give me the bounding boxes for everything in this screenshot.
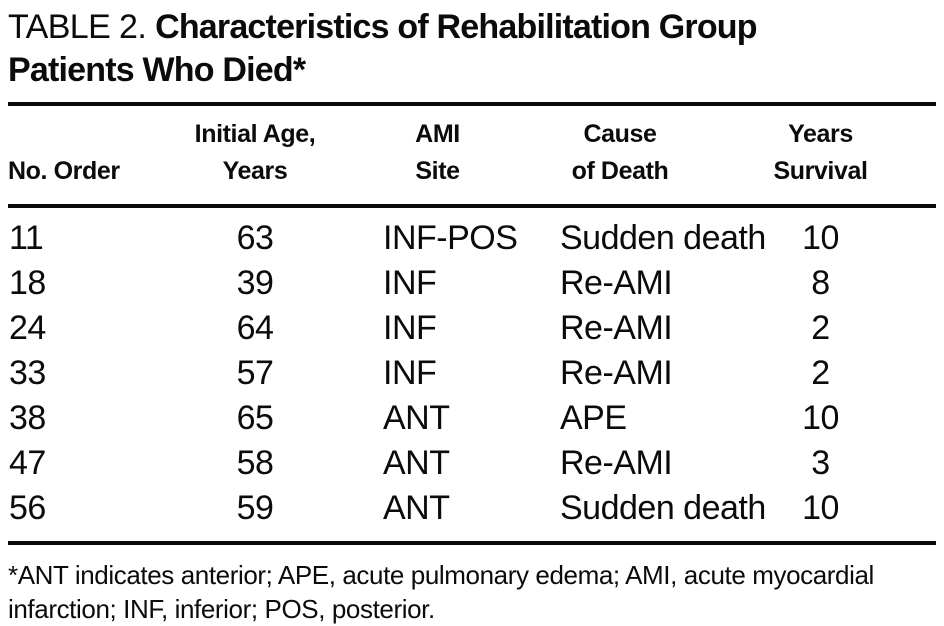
header-cause-line1: Cause [583, 120, 657, 148]
table-row: 18 39 INF Re-AMI 8 [8, 261, 936, 306]
header-ami-site: AMI Site [340, 104, 535, 208]
table-title-text-line2: Patients Who Died* [8, 51, 306, 89]
cell-ami_site: ANT [383, 444, 450, 482]
cell-years_survival: 3 [811, 444, 830, 482]
cell-initial_age: 63 [236, 219, 274, 257]
cell-ami_site: INF [383, 354, 437, 392]
cell-initial_age: 57 [236, 354, 274, 392]
header-survival-line2: Survival [773, 157, 868, 185]
header-ami-site-line1: AMI [415, 120, 460, 148]
table-number-label: TABLE 2. [8, 8, 147, 46]
cell-no_order: 18 [9, 264, 46, 302]
cell-years_survival: 2 [811, 309, 830, 347]
cell-no_order: 56 [9, 489, 46, 527]
cell-years_survival: 10 [802, 399, 839, 437]
cell-no_order: 38 [9, 399, 46, 437]
cell-initial_age: 58 [236, 444, 274, 482]
table-header: No. Order Initial Age, Years AMI Site Ca… [8, 104, 936, 208]
table-row: 11 63 INF-POS Sudden death 10 [8, 206, 936, 261]
cell-no_order: 33 [9, 354, 46, 392]
cell-cause_of_death: Re-AMI [560, 309, 673, 347]
cell-ami_site: ANT [383, 399, 450, 437]
header-initial-age: Initial Age, Years [170, 104, 340, 208]
table-title-line1: TABLE 2. Characteristics of Rehabilitati… [8, 6, 936, 49]
header-no-order: No. Order [8, 104, 170, 208]
table-row: 47 58 ANT Re-AMI 3 [8, 441, 936, 486]
header-cause-of-death: Cause of Death [535, 104, 705, 208]
cell-cause_of_death: Re-AMI [560, 354, 673, 392]
header-cause-line2: of Death [571, 157, 669, 185]
cell-years_survival: 2 [811, 354, 830, 392]
table-row: 24 64 INF Re-AMI 2 [8, 306, 936, 351]
cell-no_order: 47 [9, 444, 46, 482]
cell-years_survival: 10 [802, 219, 839, 257]
table-row: 56 59 ANT Sudden death 10 [8, 486, 936, 543]
cell-cause_of_death: Sudden death [560, 219, 766, 257]
header-ami-site-line2: Site [415, 157, 460, 185]
cell-initial_age: 64 [236, 309, 274, 347]
table-body: 11 63 INF-POS Sudden death 10 18 39 INF Re-AMI 8 2… [8, 206, 936, 543]
header-initial-age-line1: Initial Age, [194, 120, 316, 148]
footnote-line2: infarction; INF, inferior; POS, posterio… [8, 594, 435, 624]
cell-ami_site: INF [383, 264, 437, 302]
cell-no_order: 24 [9, 309, 46, 347]
cell-ami_site: INF [383, 309, 437, 347]
header-years-survival: Years Survival [705, 104, 936, 208]
cell-years_survival: 10 [802, 489, 839, 527]
cell-cause_of_death: Sudden death [560, 489, 766, 527]
data-table: No. Order Initial Age, Years AMI Site Ca… [8, 102, 936, 545]
header-survival-line1: Years [788, 120, 853, 148]
table-footnote: *ANT indicates anterior; APE, acute pulm… [8, 558, 936, 626]
cell-initial_age: 65 [236, 399, 274, 437]
table-row: 33 57 INF Re-AMI 2 [8, 351, 936, 396]
cell-cause_of_death: APE [560, 399, 627, 437]
table-title: TABLE 2. Characteristics of Rehabilitati… [8, 6, 936, 92]
table-row: 38 65 ANT APE 10 [8, 396, 936, 441]
header-row: No. Order Initial Age, Years AMI Site Ca… [8, 104, 936, 208]
cell-ami_site: ANT [383, 489, 450, 527]
cell-ami_site: INF-POS [383, 219, 518, 257]
cell-cause_of_death: Re-AMI [560, 264, 673, 302]
header-initial-age-line2: Years [222, 157, 288, 185]
cell-cause_of_death: Re-AMI [560, 444, 673, 482]
cell-initial_age: 59 [236, 489, 274, 527]
cell-no_order: 11 [9, 219, 44, 257]
header-no-order-label: No. Order [8, 157, 120, 185]
table-title-text-line1: Characteristics of Rehabilitation Group [155, 8, 757, 46]
cell-years_survival: 8 [811, 264, 830, 302]
cell-initial_age: 39 [236, 264, 274, 302]
footnote-line1: *ANT indicates anterior; APE, acute pulm… [8, 560, 874, 590]
